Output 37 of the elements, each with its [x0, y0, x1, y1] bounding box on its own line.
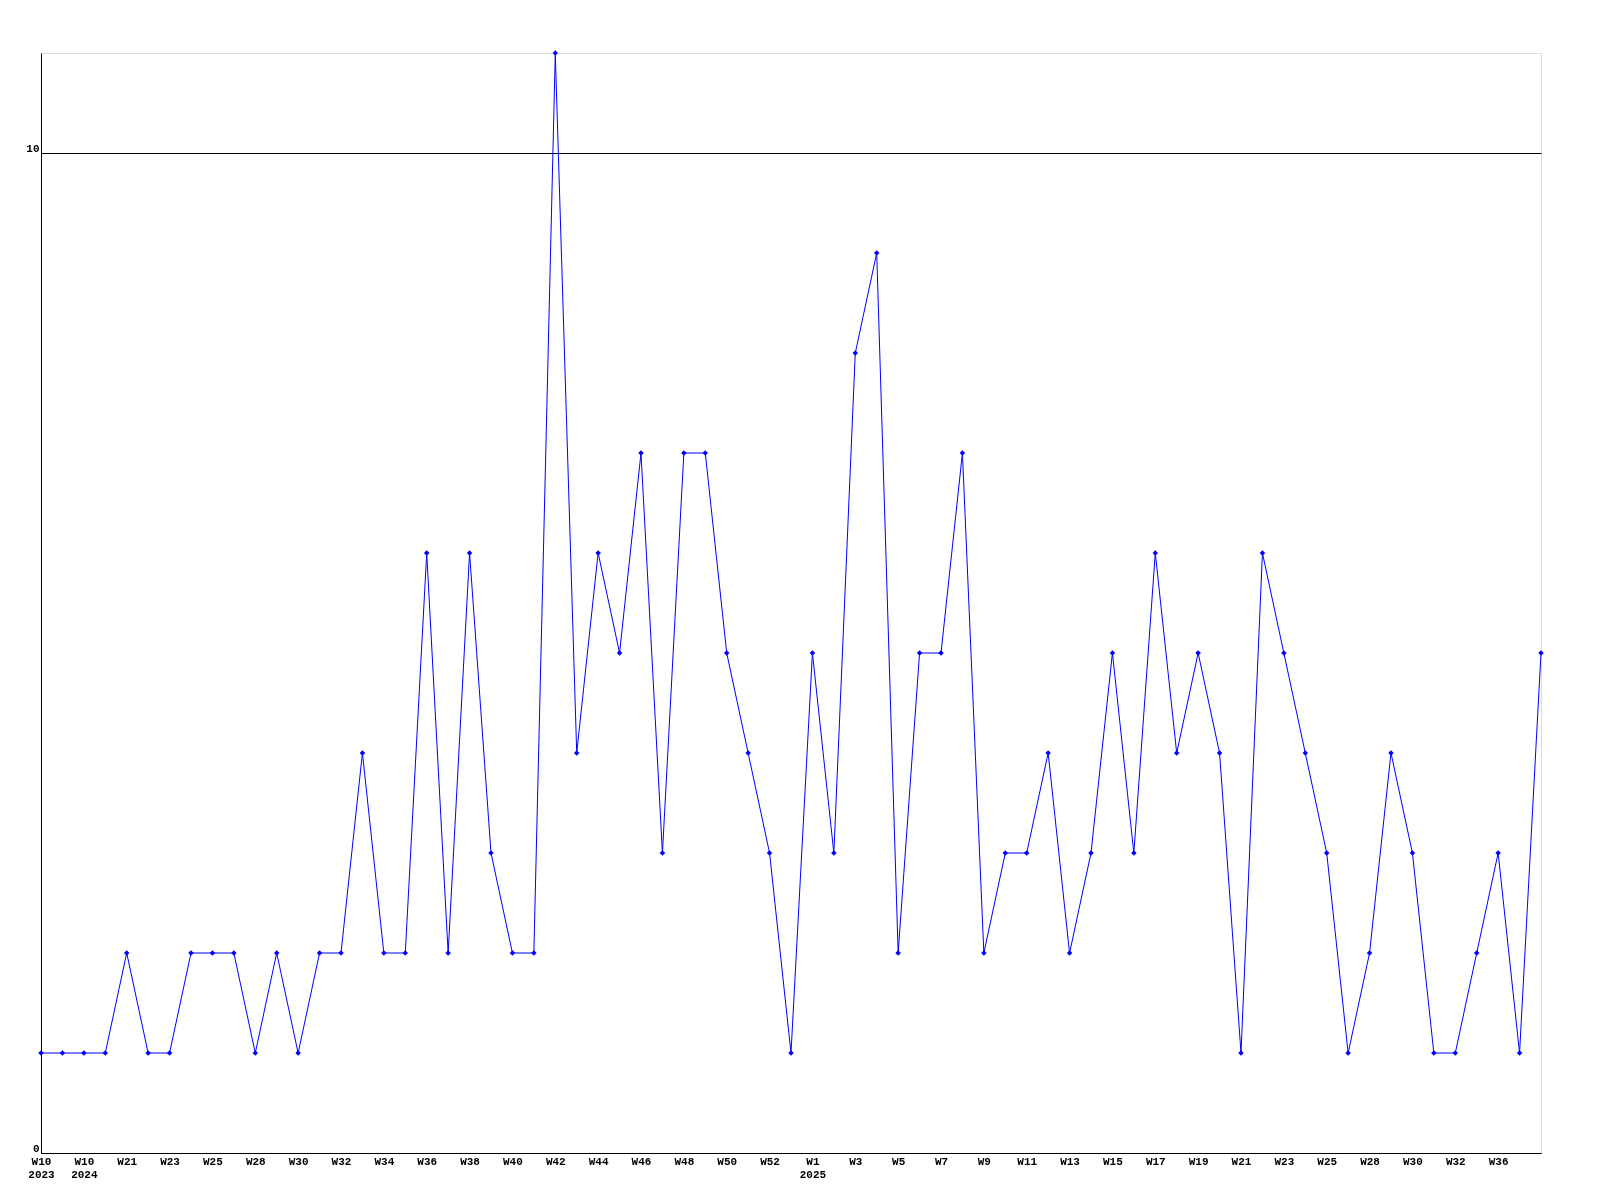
x-tick-label: W21	[117, 1155, 138, 1168]
x-tick-label: W40	[503, 1155, 523, 1168]
x-tick-label: W9	[977, 1155, 991, 1168]
x-tick-label: W32	[1445, 1155, 1466, 1168]
x-tick-label: W30	[1403, 1155, 1423, 1168]
x-tick-label: W1 2025	[799, 1155, 827, 1181]
x-tick-label: W32	[331, 1155, 352, 1168]
x-tick-label: W25	[1317, 1155, 1338, 1168]
x-tick-label: W42	[545, 1155, 566, 1168]
x-tick-label: W52	[760, 1155, 780, 1168]
x-tick-label: W36	[1488, 1155, 1509, 1168]
x-tick-label: W48	[674, 1155, 695, 1168]
x-tick-label: W25	[203, 1155, 224, 1168]
x-tick-label: W44	[588, 1155, 609, 1168]
x-tick-label: W10 2024	[71, 1155, 98, 1181]
y-tick-label: 10	[26, 142, 40, 155]
x-tick-label: W10 2023	[28, 1155, 56, 1181]
x-tick-label: W30	[288, 1155, 309, 1168]
x-tick-label: W38	[460, 1155, 481, 1168]
x-tick-label: W36	[417, 1155, 438, 1168]
x-tick-label: W46	[631, 1155, 652, 1168]
x-tick-label: W13	[1060, 1155, 1081, 1168]
x-tick-label: W3	[849, 1155, 863, 1168]
x-tick-label: W23	[160, 1155, 181, 1168]
x-tick-label: W50	[717, 1155, 738, 1168]
x-tick-label: W15	[1103, 1155, 1124, 1168]
x-tick-label: W17	[1145, 1155, 1166, 1168]
x-tick-label: W28	[1360, 1155, 1381, 1168]
x-tick-label: W21	[1231, 1155, 1252, 1168]
x-tick-label: W11	[1017, 1155, 1038, 1168]
x-tick-label: W5	[892, 1155, 906, 1168]
x-tick-label: W19	[1188, 1155, 1209, 1168]
x-tick-label: W7	[934, 1155, 949, 1168]
x-tick-label: W34	[374, 1155, 395, 1168]
x-tick-label: W23	[1274, 1155, 1295, 1168]
y-tick-label: 0	[32, 1142, 40, 1155]
x-tick-label: W28	[245, 1155, 267, 1168]
